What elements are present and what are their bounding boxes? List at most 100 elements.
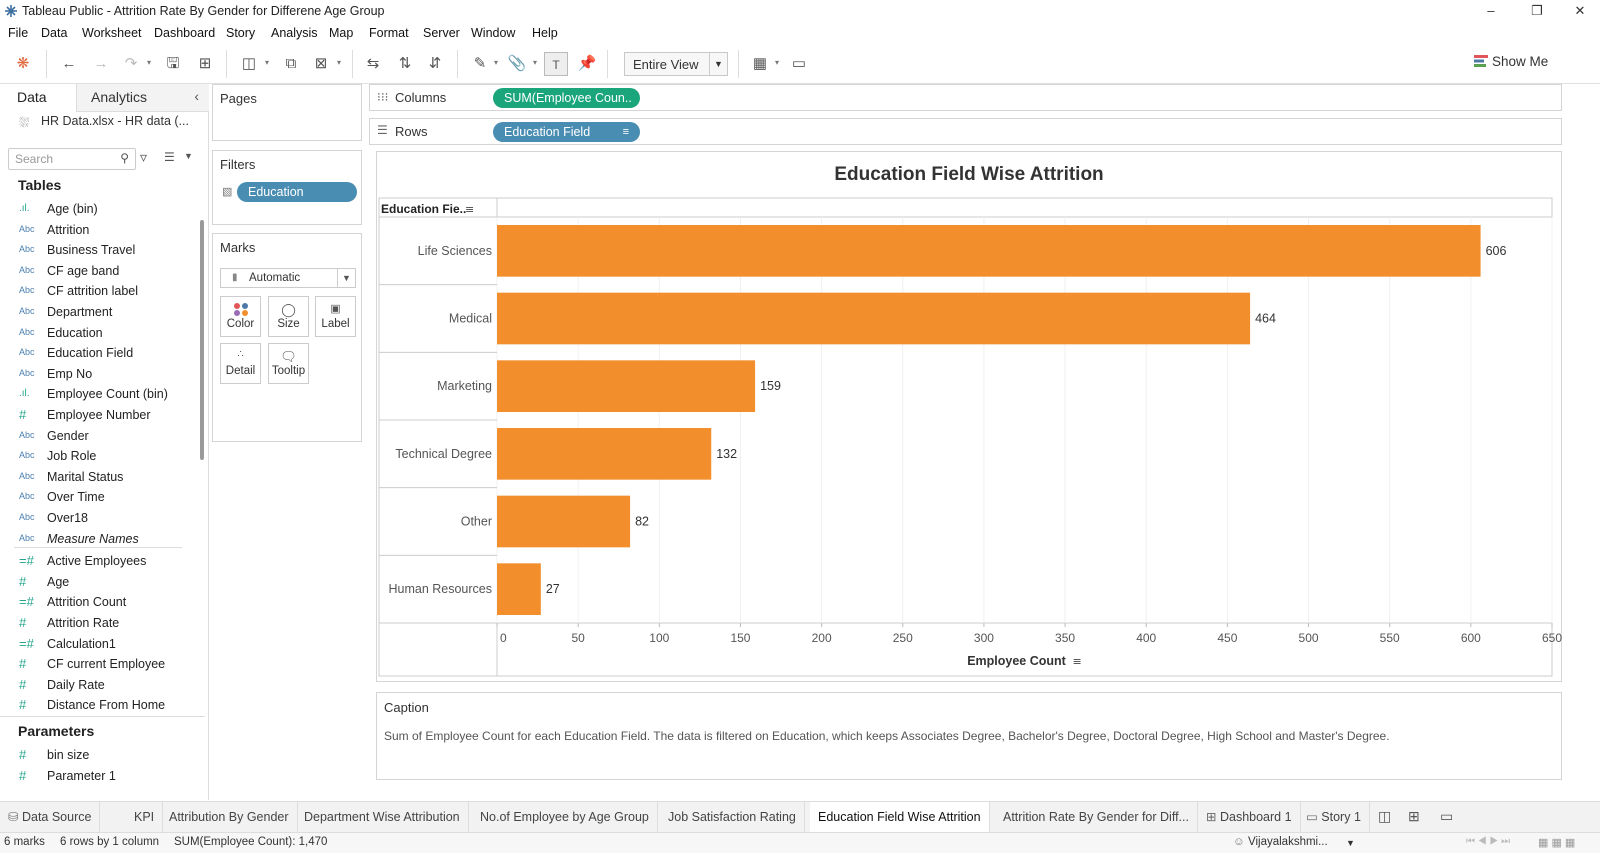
user-name[interactable]: Vijayalakshmi... xyxy=(1248,836,1328,848)
field-item[interactable]: Abc Gender xyxy=(0,427,190,447)
show-cards-icon[interactable]: ▦ xyxy=(752,55,768,72)
new-story-icon[interactable]: ▭ xyxy=(1440,808,1454,824)
field-item[interactable]: =# Attrition Count xyxy=(0,593,190,613)
field-item[interactable]: Abc Education xyxy=(0,324,190,344)
field-item[interactable]: Abc Marital Status xyxy=(0,468,190,488)
field-item[interactable]: .ıl. Employee Count (bin) xyxy=(0,385,190,405)
chevron-down-icon[interactable]: ▾ xyxy=(494,58,499,67)
show-mark-labels-icon[interactable]: T xyxy=(544,52,568,76)
new-dashboard-icon[interactable]: ⊞ xyxy=(1408,808,1420,824)
datasource-name[interactable]: HR Data.xlsx - HR data (... xyxy=(41,114,189,128)
rows-shelf[interactable]: ☰ Rows Education Field ≡ xyxy=(369,118,1562,145)
chevron-down-icon[interactable]: ▾ xyxy=(337,58,342,67)
detail-button[interactable]: ∴ Detail xyxy=(220,343,261,384)
tab-employee-by-age[interactable]: No.of Employee by Age Group xyxy=(472,802,658,833)
chevron-down-icon[interactable]: ▼ xyxy=(184,151,193,161)
field-item[interactable]: Abc Over18 xyxy=(0,509,190,529)
tab-analytics[interactable]: Analytics ‹ xyxy=(76,84,209,112)
field-item[interactable]: Abc Education Field xyxy=(0,344,190,364)
field-item[interactable]: =# Active Employees xyxy=(0,552,190,572)
clear-sheet-icon[interactable]: ⊠ xyxy=(314,55,328,72)
tab-job-satisfaction[interactable]: Job Satisfaction Rating xyxy=(660,802,805,833)
field-item[interactable]: # Employee Number xyxy=(0,406,190,426)
tab-attrition-rate-gender[interactable]: Attrition Rate By Gender for Diff... xyxy=(995,802,1198,833)
group-members-icon[interactable]: 📎 xyxy=(507,55,527,72)
save-icon[interactable]: 🖫 xyxy=(166,55,180,72)
tab-data[interactable]: Data xyxy=(0,84,76,112)
chevron-down-icon[interactable]: ▼ xyxy=(1346,838,1355,848)
field-item[interactable]: # Attrition Rate xyxy=(0,614,190,634)
filter-pill-education[interactable]: Education xyxy=(237,182,357,202)
new-worksheet-icon[interactable]: ◫ xyxy=(1378,808,1392,824)
search-input[interactable]: Search ⚲ xyxy=(8,148,136,170)
chevron-down-icon[interactable]: ▾ xyxy=(533,58,538,67)
chevron-down-icon[interactable]: ▾ xyxy=(265,58,270,67)
field-item[interactable]: Abc Emp No xyxy=(0,365,190,385)
tableau-home-icon[interactable]: ❋ xyxy=(16,55,30,72)
fit-select[interactable]: Entire View ▼ xyxy=(624,52,728,76)
chevron-down-icon[interactable]: ▾ xyxy=(147,58,152,67)
scrollbar[interactable] xyxy=(200,220,204,460)
swap-rows-columns-icon[interactable]: ⇆ xyxy=(366,55,380,72)
field-item[interactable]: Abc Over Time xyxy=(0,488,190,508)
tab-attribution-by-gender[interactable]: Attribution By Gender xyxy=(161,802,298,833)
field-item[interactable]: Abc Department xyxy=(0,303,190,323)
view-options-icon[interactable]: ☰ xyxy=(164,150,175,164)
collapse-pane-icon[interactable]: ‹ xyxy=(194,88,199,104)
undo-icon[interactable]: ← xyxy=(61,55,77,72)
sort-ascending-icon[interactable]: ⇅ xyxy=(398,55,412,72)
columns-shelf[interactable]: ⁝⁝⁝ Columns SUM(Employee Coun.. xyxy=(369,84,1562,111)
tab-department-wise[interactable]: Department Wise Attribution xyxy=(296,802,469,833)
field-item[interactable]: Abc Attrition xyxy=(0,221,190,241)
menu-file[interactable]: File xyxy=(8,26,29,40)
minimize-icon[interactable]: – xyxy=(1487,3,1495,18)
tooltip-button[interactable]: 🗨 Tooltip xyxy=(268,343,309,384)
highlight-icon[interactable]: ✎ xyxy=(473,55,487,72)
tab-education-field[interactable]: Education Field Wise Attrition xyxy=(810,802,990,833)
restore-icon[interactable]: ❐ xyxy=(1531,3,1543,18)
menu-analysis[interactable]: Analysis xyxy=(271,26,318,40)
menu-server[interactable]: Server xyxy=(423,26,460,40)
menu-format[interactable]: Format xyxy=(369,26,409,40)
field-item[interactable]: Abc CF age band xyxy=(0,262,190,282)
columns-pill[interactable]: SUM(Employee Coun.. xyxy=(493,88,640,108)
field-item[interactable]: # Age xyxy=(0,573,190,593)
fix-axes-icon[interactable]: 📌 xyxy=(577,55,597,72)
mark-type-select[interactable]: ▮ Automatic ▼ xyxy=(220,268,356,288)
tab-kpi[interactable]: KPI xyxy=(126,802,164,833)
field-item[interactable]: Abc Measure Names xyxy=(0,530,190,550)
pages-card[interactable]: Pages xyxy=(212,84,362,141)
parameter-item[interactable]: # bin size xyxy=(0,746,190,766)
field-item[interactable]: Abc CF attrition label xyxy=(0,282,190,302)
menu-data[interactable]: Data xyxy=(41,26,68,40)
tab-dashboard-1[interactable]: ⊞ Dashboard 1 xyxy=(1198,802,1301,833)
new-worksheet-icon[interactable]: ◫ xyxy=(241,55,257,72)
color-button[interactable]: Color xyxy=(220,296,261,337)
grid-view-icon[interactable]: ▦ ▦ ▦ xyxy=(1538,837,1576,849)
menu-window[interactable]: Window xyxy=(471,26,516,40)
parameter-item[interactable]: # Parameter 1 xyxy=(0,767,190,787)
tab-story-1[interactable]: ▭ Story 1 xyxy=(1298,802,1370,833)
close-icon[interactable]: ✕ xyxy=(1574,3,1586,18)
field-item[interactable]: # Distance From Home xyxy=(0,696,190,716)
menu-map[interactable]: Map xyxy=(329,26,354,40)
field-item[interactable]: # Daily Rate xyxy=(0,676,190,696)
filter-icon[interactable]: ▿ xyxy=(140,149,148,165)
field-item[interactable]: # CF current Employee xyxy=(0,655,190,675)
field-item[interactable]: Abc Job Role xyxy=(0,447,190,467)
presentation-mode-icon[interactable]: ▭ xyxy=(791,55,807,72)
field-item[interactable]: Abc Business Travel xyxy=(0,241,190,261)
sheet-navigation-icon[interactable]: ⏮ ◀ ▶ ⏭ xyxy=(1466,836,1511,847)
new-datasource-icon[interactable]: ⊞ xyxy=(198,55,212,72)
menu-help[interactable]: Help xyxy=(532,26,558,40)
duplicate-sheet-icon[interactable]: ⧉ xyxy=(285,55,297,72)
label-button[interactable]: ▣ Label xyxy=(315,296,356,337)
menu-worksheet[interactable]: Worksheet xyxy=(82,26,142,40)
filters-card[interactable]: Filters ▧ Education xyxy=(212,150,362,225)
show-me-button[interactable]: Show Me xyxy=(1492,54,1549,69)
replay-icon[interactable]: ↷ xyxy=(124,55,138,72)
tab-data-source[interactable]: ⛁ Data Source xyxy=(0,802,101,833)
sort-descending-icon[interactable]: ⇵ xyxy=(428,55,442,72)
chevron-down-icon[interactable]: ▾ xyxy=(775,58,780,67)
menu-story[interactable]: Story xyxy=(226,26,256,40)
